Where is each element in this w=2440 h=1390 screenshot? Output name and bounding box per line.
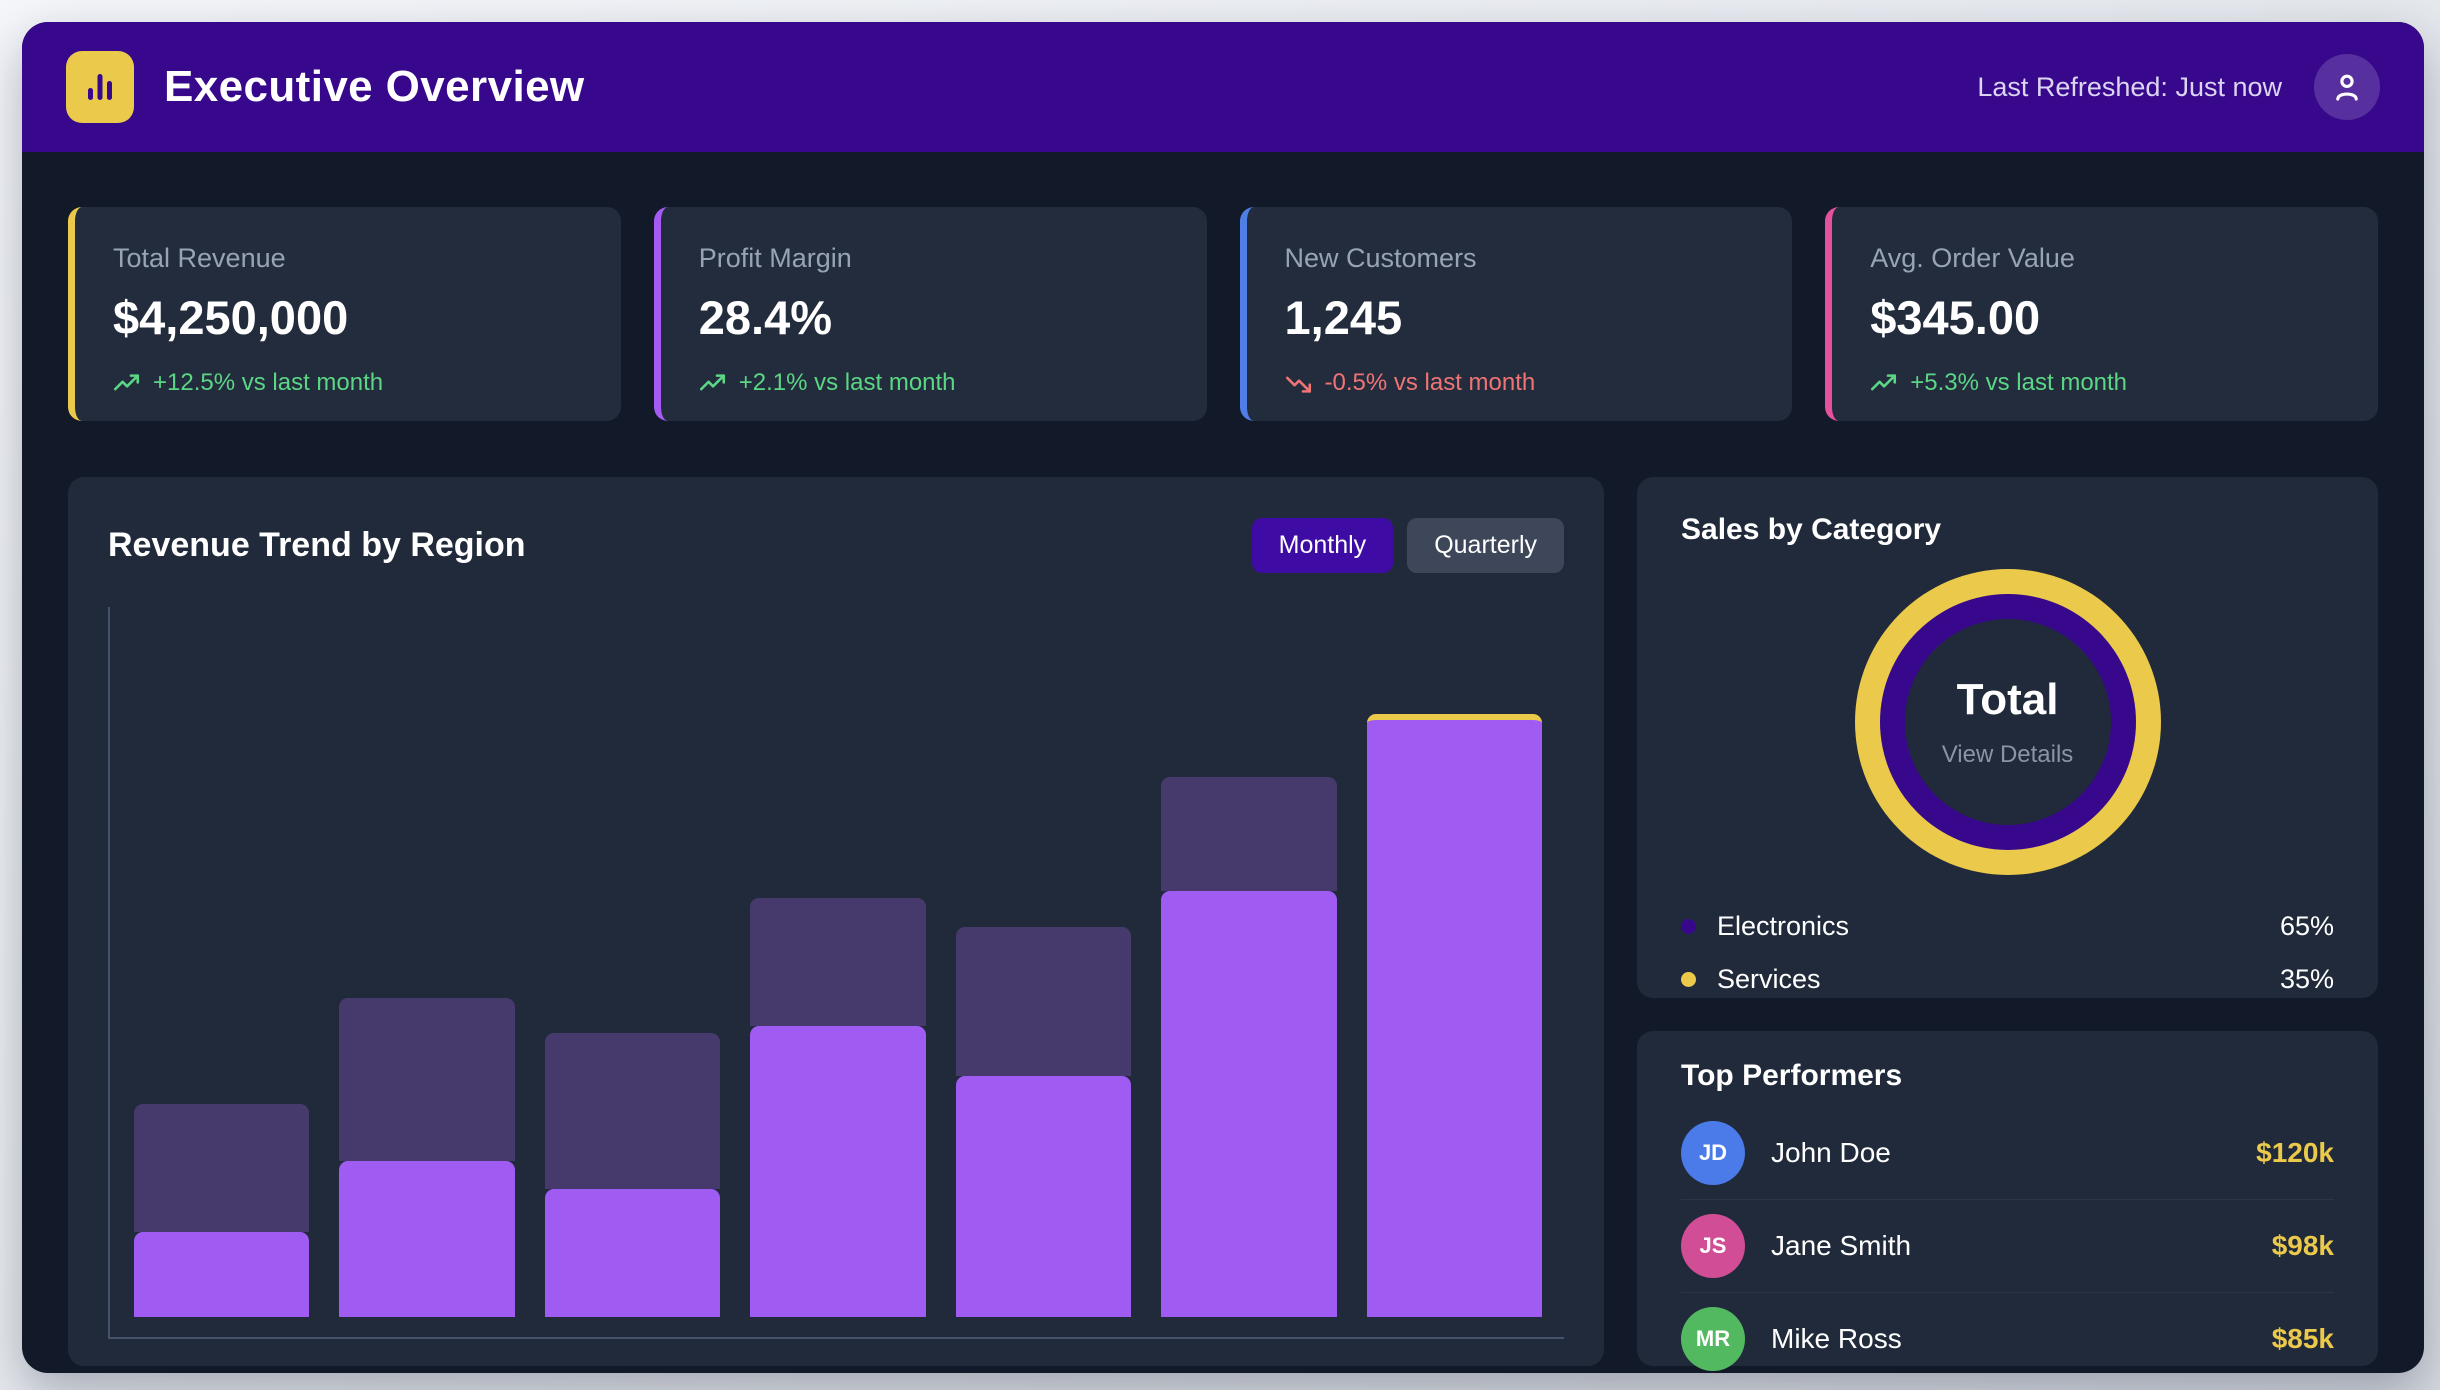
kpi-delta-text: +2.1% vs last month	[738, 369, 956, 396]
revenue-trend-panel: Revenue Trend by Region Monthly Quarterl…	[68, 477, 1604, 1366]
donut-ring-services: Total View Details	[1854, 569, 2161, 875]
sales-by-category-panel: Sales by Category Total View Details	[1637, 477, 2378, 998]
bar-column	[134, 607, 310, 1317]
trending-up-icon	[699, 373, 725, 390]
app-window: Executive Overview Last Refreshed: Just …	[22, 22, 2424, 1373]
bar-column	[1366, 607, 1542, 1317]
right-column: Sales by Category Total View Details	[1637, 477, 2378, 1371]
legend-label: Electronics	[1717, 911, 1850, 941]
kpi-delta-text: +12.5% vs last month	[153, 369, 384, 396]
period-toggle-group: Monthly Quarterly	[1251, 517, 1564, 573]
kpi-label: Profit Margin	[698, 243, 852, 273]
bar-segment-top	[339, 997, 515, 1161]
last-refreshed-label: Last Refreshed: Just now	[1977, 71, 2282, 102]
bar-segment-bottom	[955, 1075, 1132, 1317]
avatar: JS	[1681, 1214, 1745, 1278]
trending-up-icon	[113, 373, 140, 390]
performer-name: Mike Ross	[1771, 1323, 1902, 1354]
bar-segment-top	[955, 926, 1132, 1076]
donut-center-title: Total	[1956, 675, 2059, 724]
legend-label: Services	[1717, 964, 1821, 994]
bar-segment-bottom	[339, 1160, 515, 1317]
kpi-label: New Customers	[1284, 243, 1477, 273]
user-avatar-button[interactable]	[2314, 54, 2380, 120]
kpi-card-profit-margin: Profit Margin 28.4% +2.1% vs last month	[653, 207, 1207, 421]
avatar: MR	[1681, 1307, 1745, 1371]
performer-row: JD John Doe $120k	[1681, 1107, 2334, 1199]
services-dot-icon	[1681, 972, 1696, 987]
app-header: Executive Overview Last Refreshed: Just …	[22, 22, 2424, 152]
performer-row: MR Mike Ross $85k	[1681, 1292, 2334, 1373]
bar-segment-top	[1161, 777, 1337, 891]
toggle-quarterly[interactable]: Quarterly	[1407, 517, 1564, 573]
performer-amount: $85k	[2271, 1323, 2334, 1354]
legend-item-electronics: Electronics 65%	[1681, 911, 2334, 942]
revenue-bar-chart	[108, 607, 1564, 1339]
bar-column	[339, 607, 515, 1317]
kpi-delta: +5.3% vs last month	[1870, 369, 2340, 397]
kpi-delta: -0.5% vs last month	[1285, 369, 1755, 397]
kpi-row: Total Revenue $4,250,000 +12.5% vs last …	[22, 152, 2424, 421]
top-performers-title: Top Performers	[1681, 1059, 1903, 1092]
page-title: Executive Overview	[164, 62, 585, 111]
electronics-dot-icon	[1681, 919, 1696, 934]
performer-amount: $98k	[2271, 1230, 2334, 1261]
avatar: JD	[1681, 1121, 1745, 1185]
sales-by-category-title: Sales by Category	[1681, 513, 1942, 546]
kpi-card-avg-order-value: Avg. Order Value $345.00 +5.3% vs last m…	[1825, 207, 2378, 421]
trending-down-icon	[1285, 376, 1311, 393]
kpi-card-new-customers: New Customers 1,245 -0.5% vs last month	[1239, 207, 1793, 421]
bar-segment-bottom	[1366, 713, 1542, 1317]
performer-row: JS Jane Smith $98k	[1681, 1199, 2334, 1292]
legend-value: 65%	[2279, 911, 2334, 941]
bar-column	[955, 607, 1132, 1317]
main-content: Revenue Trend by Region Monthly Quarterl…	[22, 421, 2424, 1371]
performer-name: Jane Smith	[1771, 1230, 1912, 1261]
bar-segment-bottom	[544, 1189, 721, 1317]
kpi-delta-text: +5.3% vs last month	[1910, 369, 2128, 396]
performer-name: John Doe	[1771, 1137, 1891, 1168]
trending-up-icon	[1871, 373, 1897, 390]
bar-segment-bottom	[134, 1231, 310, 1317]
kpi-card-total-revenue: Total Revenue $4,250,000 +12.5% vs last …	[68, 207, 621, 421]
view-details-link[interactable]: View Details	[1941, 741, 2074, 768]
kpi-delta: +12.5% vs last month	[113, 369, 583, 397]
donut-center: Total View Details	[1904, 619, 2111, 825]
kpi-label: Avg. Order Value	[1870, 243, 2075, 273]
bar-segment-top	[544, 1033, 721, 1190]
header-left: Executive Overview	[66, 51, 585, 123]
bar-chart-icon	[66, 51, 134, 123]
kpi-value: $345.00	[1870, 291, 2041, 344]
kpi-value: 1,245	[1284, 291, 1403, 344]
bar-segment-bottom	[1161, 891, 1337, 1317]
kpi-value: $4,250,000	[113, 291, 349, 344]
bar-segment-top	[134, 1104, 310, 1232]
toggle-monthly[interactable]: Monthly	[1251, 517, 1394, 573]
bar-series	[134, 607, 1542, 1317]
revenue-panel-header: Revenue Trend by Region Monthly Quarterl…	[108, 517, 1564, 573]
bar-column	[1161, 607, 1337, 1317]
bar-segment-top	[750, 898, 926, 1026]
kpi-delta-text: -0.5% vs last month	[1324, 369, 1536, 396]
kpi-label: Total Revenue	[113, 243, 286, 273]
performer-amount: $120k	[2256, 1137, 2334, 1168]
kpi-delta: +2.1% vs last month	[699, 369, 1169, 397]
performers-list: JD John Doe $120k JS Jane Smith $98k MR …	[1681, 1107, 2334, 1373]
top-performers-panel: Top Performers JD John Doe $120k JS Jane…	[1637, 1031, 2378, 1371]
bar-column	[750, 607, 926, 1317]
legend-value: 35%	[2279, 964, 2334, 994]
user-icon	[2336, 74, 2358, 101]
category-donut-chart: Total View Details	[1854, 569, 2161, 875]
donut-ring-electronics: Total View Details	[1879, 594, 2136, 850]
header-right: Last Refreshed: Just now	[1977, 54, 2380, 120]
bar-chart-glyph	[88, 74, 112, 100]
bar-segment-bottom	[750, 1025, 926, 1317]
legend-item-services: Services 35%	[1681, 964, 2334, 995]
revenue-trend-title: Revenue Trend by Region	[108, 525, 526, 564]
kpi-value: 28.4%	[698, 291, 833, 344]
category-legend: Electronics 65% Services 35%	[1681, 911, 2334, 995]
bar-column	[544, 607, 721, 1317]
